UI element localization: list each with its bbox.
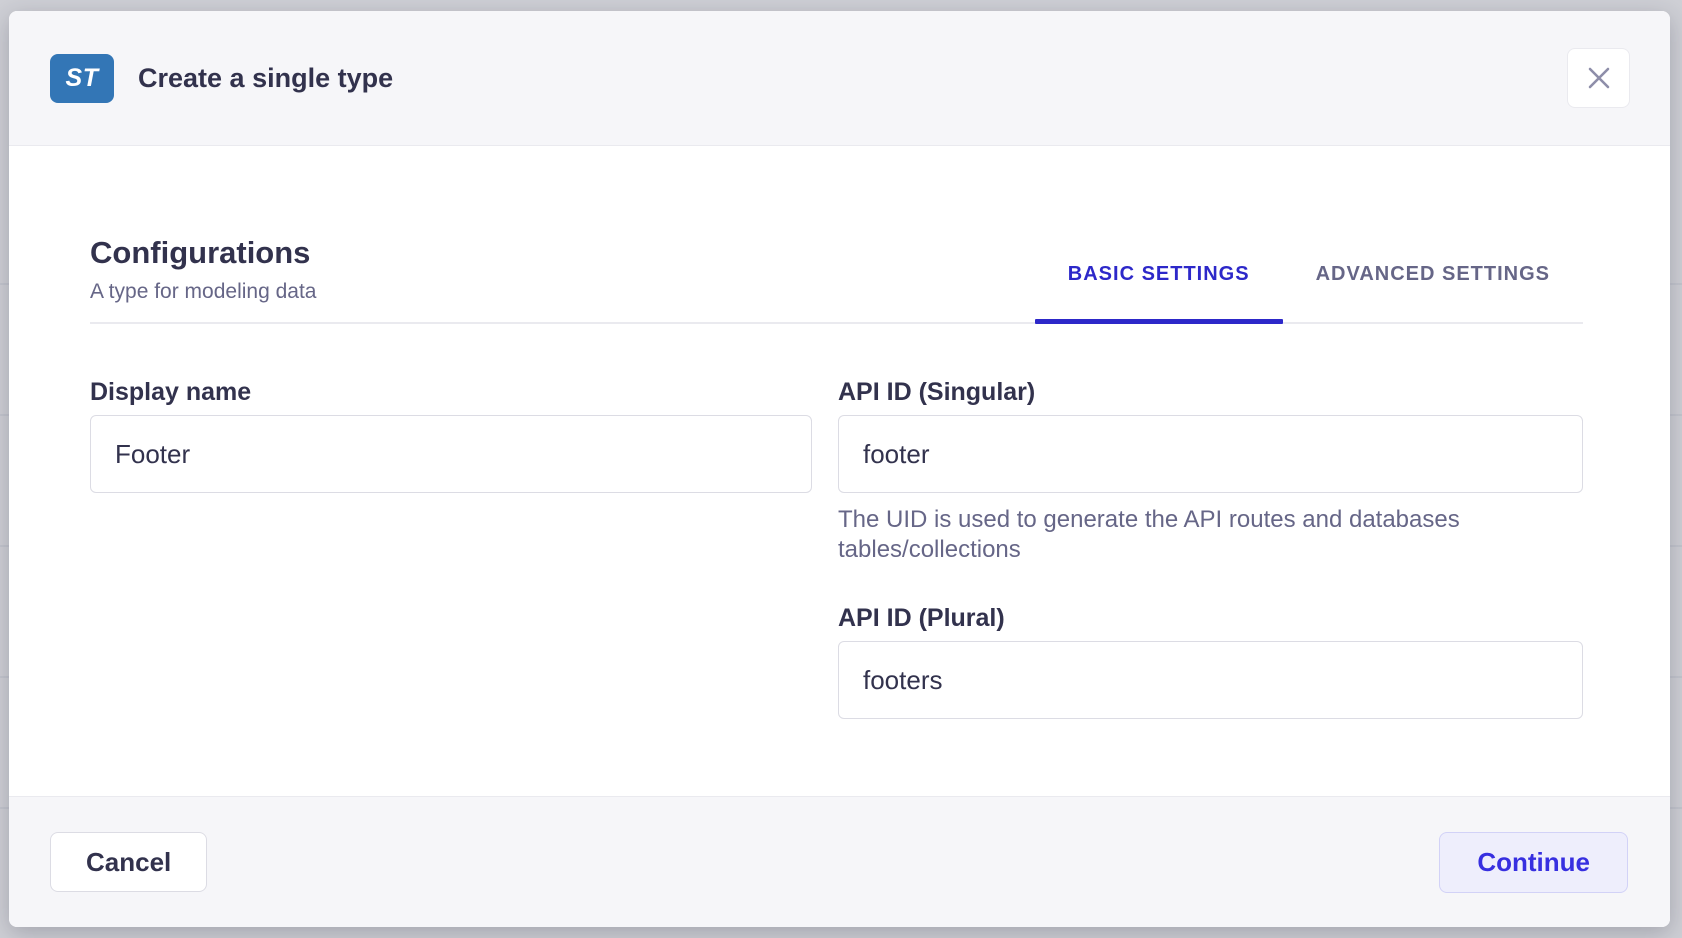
modal-title: Create a single type xyxy=(138,62,394,93)
cancel-button[interactable]: Cancel xyxy=(50,832,208,892)
right-column: API ID (Singular) The UID is used to gen… xyxy=(838,379,1583,719)
modal-footer: Cancel Continue xyxy=(9,796,1670,927)
settings-tabs: BASIC SETTINGS ADVANCED SETTINGS xyxy=(1034,263,1583,324)
configuration-form: Display name API ID (Singular) The UID i… xyxy=(90,379,1583,719)
api-id-plural-label: API ID (Plural) xyxy=(838,604,1005,632)
api-id-singular-input[interactable] xyxy=(838,415,1583,493)
modal-body: Configurations A type for modeling data … xyxy=(9,146,1670,796)
api-id-plural-input[interactable] xyxy=(838,641,1583,719)
close-button[interactable] xyxy=(1567,48,1630,108)
api-id-singular-label: API ID (Singular) xyxy=(838,378,1036,406)
modal-header: ST Create a single type xyxy=(9,11,1670,146)
tab-advanced-settings[interactable]: ADVANCED SETTINGS xyxy=(1283,263,1583,322)
continue-button[interactable]: Continue xyxy=(1439,831,1628,893)
create-single-type-modal: ST Create a single type Configurations A… xyxy=(9,11,1670,927)
display-name-label: Display name xyxy=(90,378,252,406)
section-titles: Configurations A type for modeling data xyxy=(90,233,316,322)
active-tab-indicator xyxy=(1034,319,1283,324)
tab-basic-settings-label: BASIC SETTINGS xyxy=(1067,263,1250,285)
tab-basic-settings[interactable]: BASIC SETTINGS xyxy=(1034,263,1283,324)
close-icon xyxy=(1586,65,1612,91)
api-id-singular-hint: The UID is used to generate the API rout… xyxy=(838,506,1460,563)
display-name-input[interactable] xyxy=(90,415,812,493)
tab-advanced-settings-label: ADVANCED SETTINGS xyxy=(1315,263,1550,285)
section-title: Configurations xyxy=(90,235,311,270)
section-head: Configurations A type for modeling data … xyxy=(90,233,1583,324)
section-subtitle: A type for modeling data xyxy=(90,280,317,303)
single-type-badge-icon: ST xyxy=(50,53,114,103)
left-column: Display name xyxy=(90,379,812,719)
api-id-plural-field: API ID (Plural) xyxy=(838,605,1583,719)
